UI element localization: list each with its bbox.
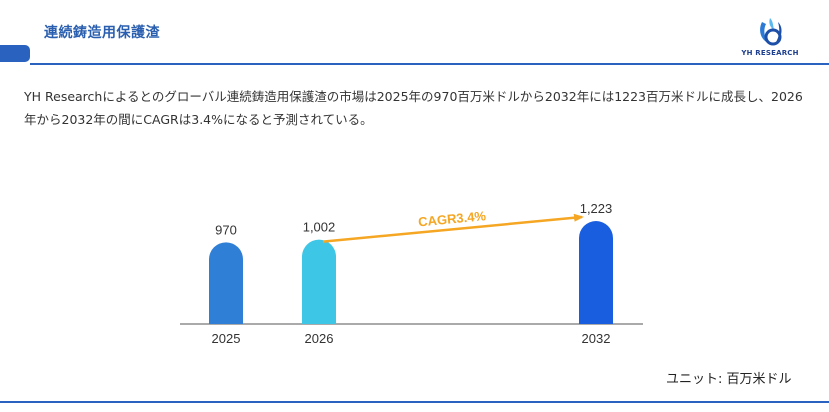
header-accent-bar <box>0 45 30 62</box>
yh-research-logo: YH RESEARCH <box>740 16 800 62</box>
footer-divider <box>0 401 829 403</box>
category-label-2025: 2025 <box>212 331 241 346</box>
logo-mark-icon <box>760 18 782 46</box>
value-label-2032: 1,223 <box>580 201 613 216</box>
page-title: 連続鋳造用保護渣 <box>44 25 160 41</box>
category-label-2032: 2032 <box>582 331 611 346</box>
unit-label: ユニット: 百万米ドル <box>666 372 792 387</box>
logo-text: YH RESEARCH <box>741 49 799 57</box>
header-divider <box>30 63 829 65</box>
category-label-2026: 2026 <box>305 331 334 346</box>
value-label-2025: 970 <box>215 222 237 237</box>
cagr-arrow <box>322 213 584 243</box>
bar-2032 <box>579 221 613 324</box>
cagr-annotation: CAGR3.4% <box>418 208 487 229</box>
bar-2026 <box>302 239 336 324</box>
market-description: YH Researchによるとのグローバル連続鋳造用保護渣の市場は2025年の9… <box>24 89 803 127</box>
value-label-2026: 1,002 <box>303 220 336 235</box>
bar-2025 <box>209 242 243 324</box>
